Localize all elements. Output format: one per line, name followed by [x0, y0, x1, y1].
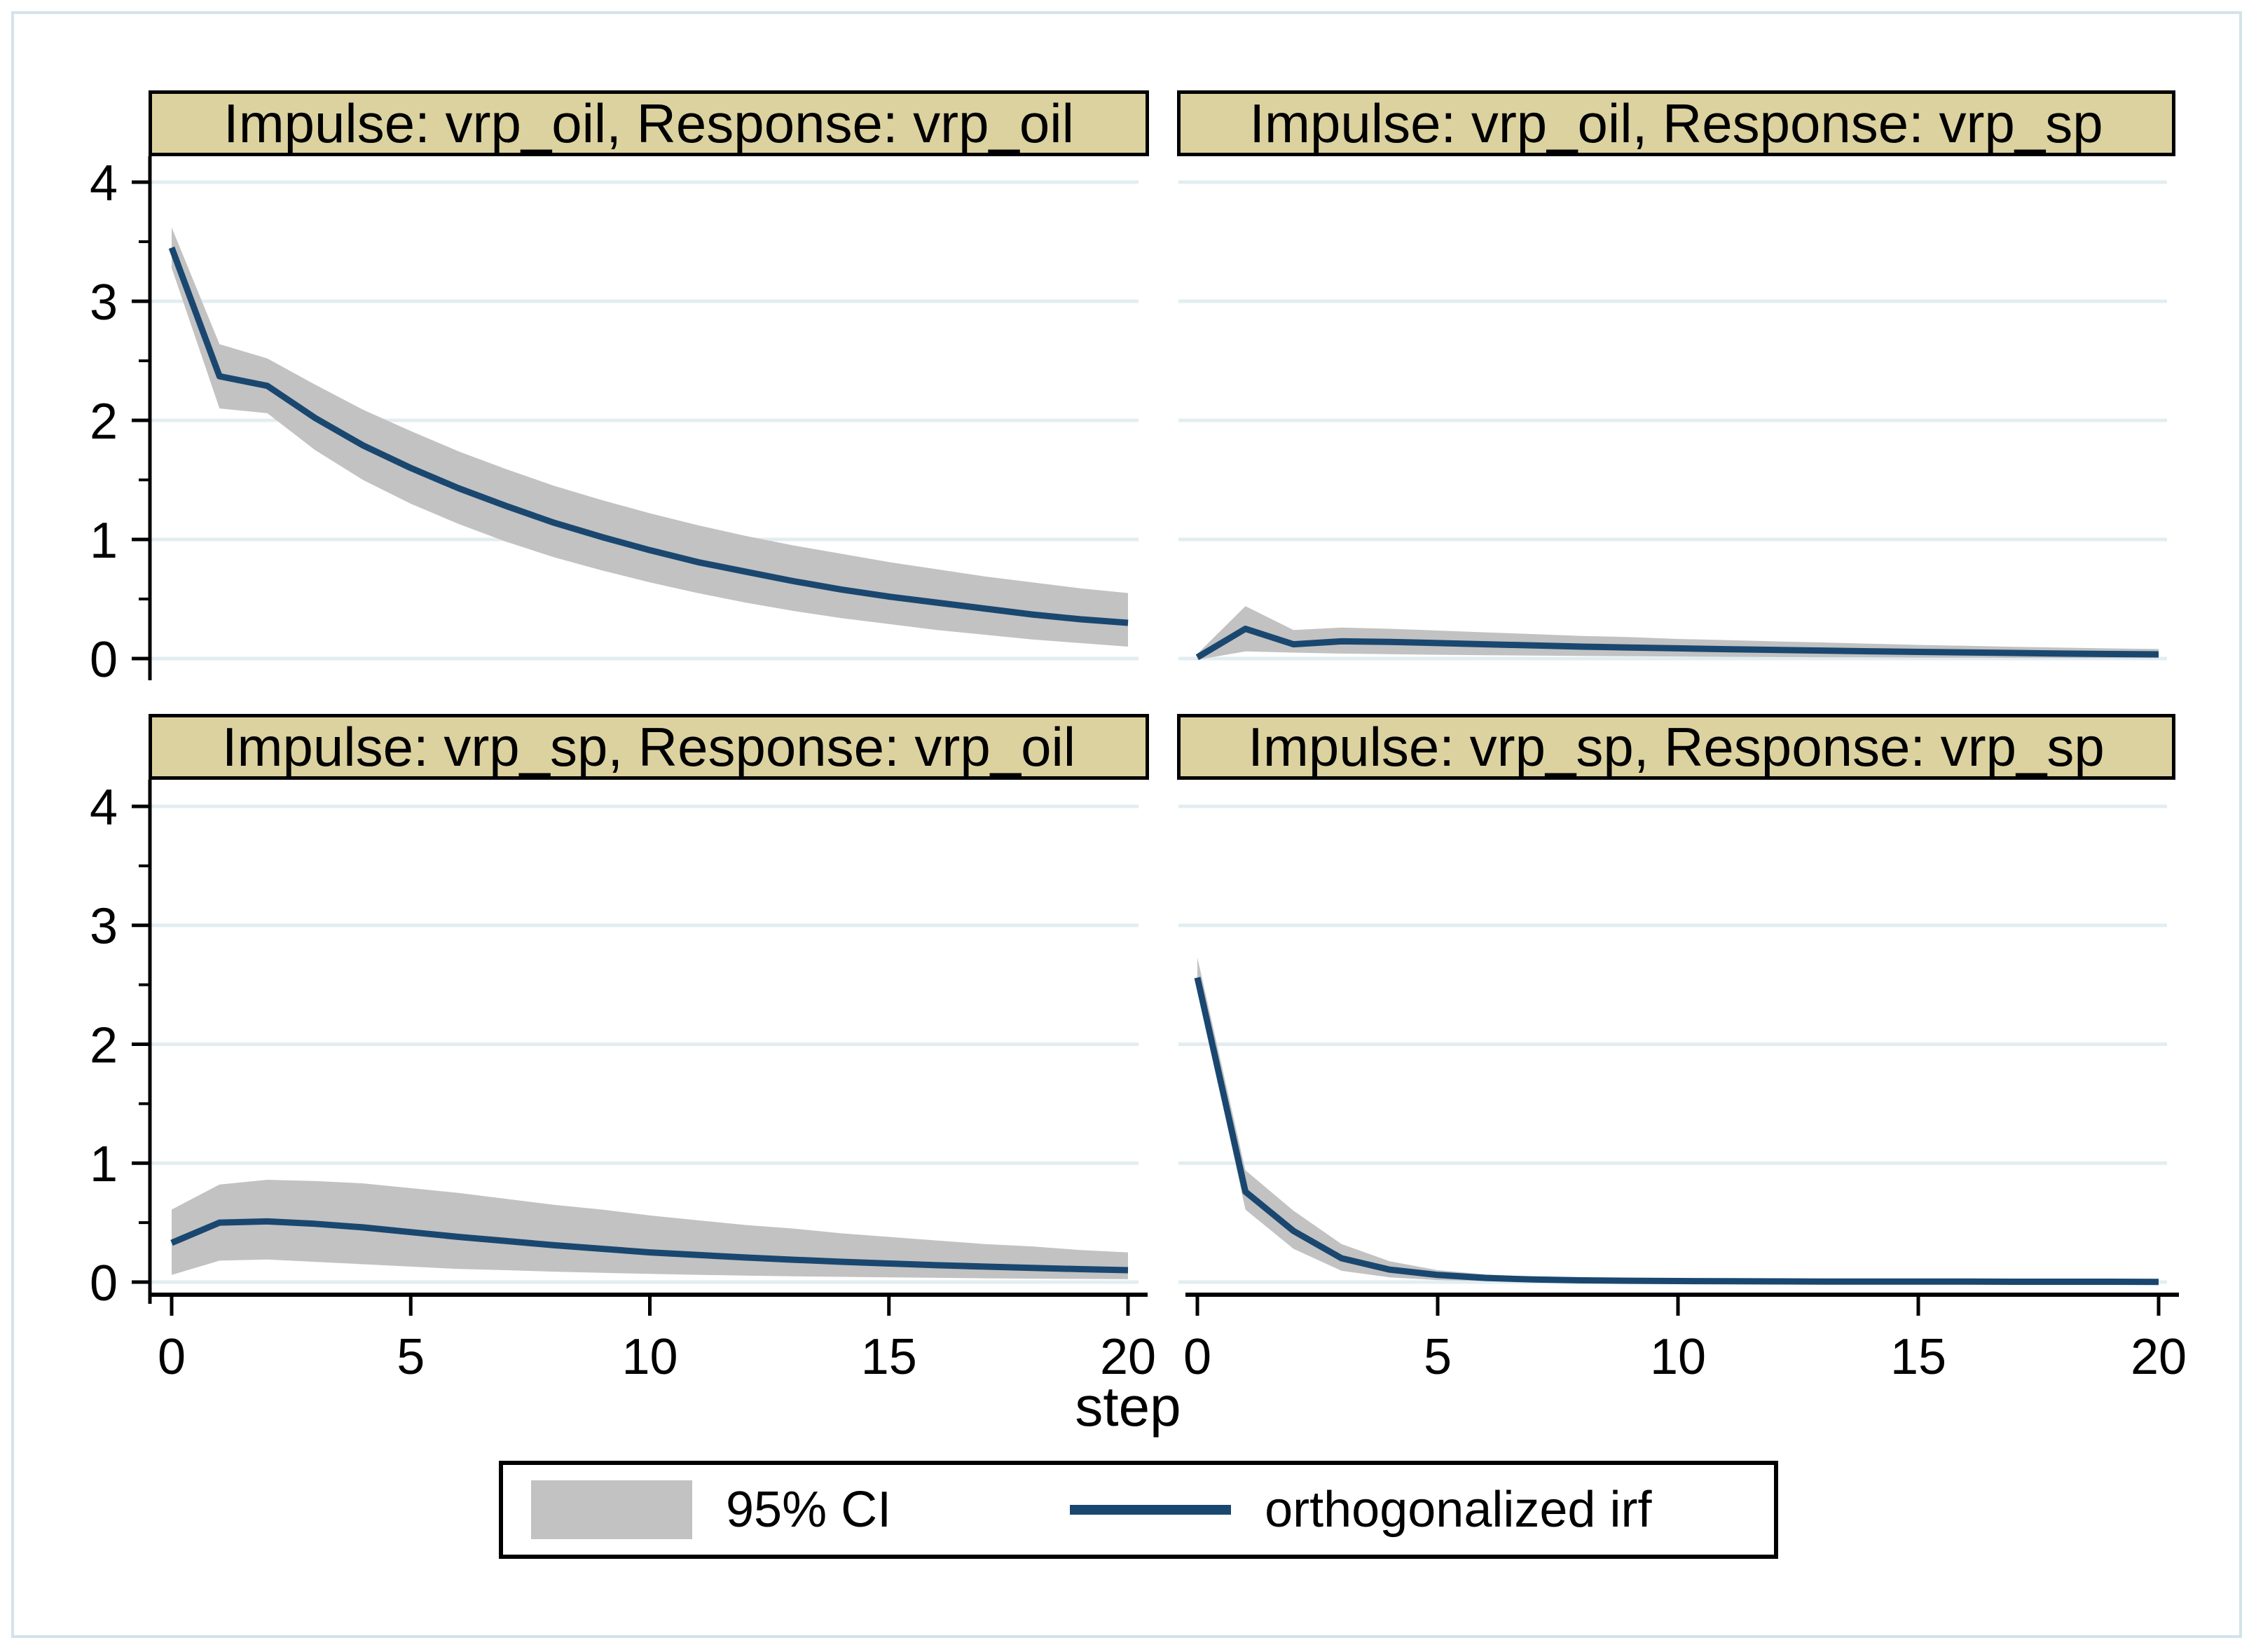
- x-tick-label-10: 10: [621, 1329, 678, 1385]
- x-axis-label: step: [1075, 1375, 1181, 1438]
- x-tick-label-15: 15: [1890, 1329, 1946, 1385]
- y-tick-label-0: 0: [90, 1255, 118, 1312]
- x-tick-label-5: 5: [1424, 1329, 1452, 1385]
- x-tick-label-20: 20: [2131, 1329, 2187, 1385]
- irf-plot-oil-oil: 0 1 2 3 4: [90, 156, 1139, 688]
- irf-line: [1194, 977, 2159, 1286]
- panel-title-sp-oil: Impulse: vrp_sp, Response: vrp_oil: [149, 714, 1149, 780]
- x-tick-label-0: 0: [158, 1329, 186, 1385]
- y-tick-label-4: 4: [90, 156, 118, 212]
- y-tick-label-4: 4: [90, 780, 118, 836]
- panel-title-oil-oil: Impulse: vrp_oil, Response: vrp_oil: [149, 90, 1149, 156]
- ci-band: [172, 227, 1128, 647]
- irf-plot-sp-sp: 0 5 10 15 20: [1178, 804, 2187, 1385]
- legend-ci-swatch: [531, 1480, 692, 1539]
- irf-line: [170, 1218, 1129, 1274]
- legend-ci-label: 95% CI: [726, 1482, 892, 1538]
- figure-frame: [11, 11, 2242, 1638]
- y-tick-label-3: 3: [90, 275, 118, 331]
- panel-title-sp-sp: Impulse: vrp_sp, Response: vrp_sp: [1177, 714, 2175, 780]
- y-tick-label-2: 2: [90, 394, 118, 450]
- ci-band: [1197, 606, 2159, 660]
- y-tick-label-2: 2: [90, 1017, 118, 1073]
- legend-irf-label: orthogonalized irf: [1265, 1482, 1652, 1538]
- irf-line: [168, 246, 1129, 626]
- x-tick-label-5: 5: [397, 1329, 425, 1385]
- y-tick-label-0: 0: [90, 632, 118, 688]
- ci-band: [172, 1180, 1128, 1279]
- y-tick-label-3: 3: [90, 899, 118, 955]
- x-tick-label-15: 15: [861, 1329, 917, 1385]
- y-tick-label-1: 1: [90, 1136, 118, 1192]
- x-tick-label-10: 10: [1650, 1329, 1706, 1385]
- panel-title-oil-sp: Impulse: vrp_oil, Response: vrp_sp: [1177, 90, 2175, 156]
- legend-irf-line-swatch: [1070, 1505, 1232, 1515]
- irf-plot-oil-sp: [1178, 180, 2167, 661]
- x-tick-label-20: 20: [1100, 1329, 1156, 1385]
- legend: 95% CI orthogonalized irf: [499, 1461, 1778, 1559]
- x-tick-label-0: 0: [1183, 1329, 1211, 1385]
- ci-band: [1197, 957, 2159, 1282]
- irf-line: [1195, 626, 2159, 661]
- y-tick-label-1: 1: [90, 513, 118, 569]
- irf-plot-sp-oil: 0 1 2 3 4 0 5 10 15 20: [90, 780, 1156, 1385]
